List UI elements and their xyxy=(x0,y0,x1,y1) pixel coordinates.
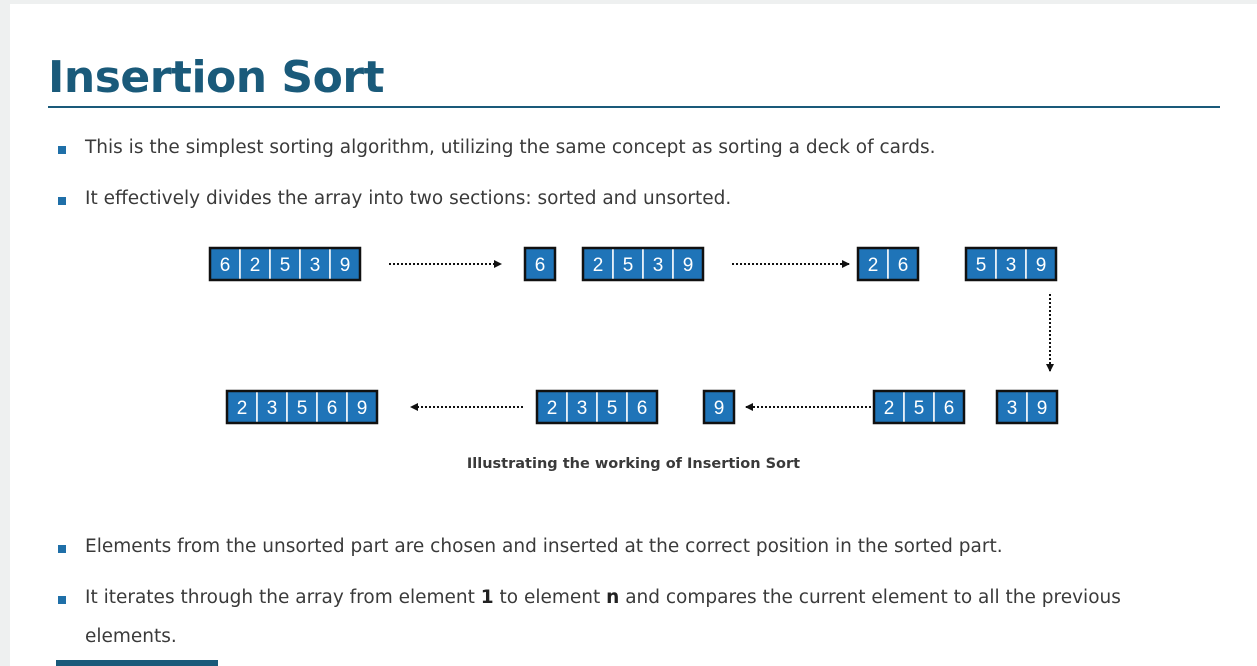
array-cell-value: 9 xyxy=(1036,255,1047,276)
array-cell-value: 9 xyxy=(714,398,725,419)
array-cell-value: 3 xyxy=(1007,398,1018,419)
array-cell-value: 9 xyxy=(1037,398,1048,419)
array-cell-value: 3 xyxy=(267,398,278,419)
array-border xyxy=(995,389,1059,425)
array-cell-value: 6 xyxy=(327,398,338,419)
array-cell xyxy=(566,390,598,424)
array-border xyxy=(581,246,705,282)
bullet-marker xyxy=(58,545,66,553)
array-cell-value: 5 xyxy=(914,398,925,419)
footer-accent-bar xyxy=(56,660,218,666)
array-cell xyxy=(672,247,704,281)
bullet-4-bold-1: 1 xyxy=(480,587,494,608)
slide: Insertion Sort This is the simplest sort… xyxy=(10,4,1257,666)
bullet-4-part-2: to element xyxy=(493,587,607,608)
array-border xyxy=(702,389,736,425)
array-row1-2: 6 xyxy=(523,246,557,282)
bullet-4-part-3: and compares the current element to all … xyxy=(619,587,1121,608)
array-cell xyxy=(582,247,614,281)
array-cell-value: 2 xyxy=(884,398,895,419)
bullet-marker xyxy=(58,146,66,154)
array-cell-value: 6 xyxy=(637,398,648,419)
array-cell-value: 6 xyxy=(220,255,231,276)
array-cell-value: 3 xyxy=(310,255,321,276)
array-cell-value: 9 xyxy=(340,255,351,276)
diagram-caption: Illustrating the working of Insertion So… xyxy=(466,456,801,472)
array-border xyxy=(225,389,379,425)
array-border xyxy=(523,246,557,282)
array-row2-3: 9 xyxy=(702,389,736,425)
array-cell-value: 2 xyxy=(593,255,604,276)
bullet-text-4-line-2: elements. xyxy=(85,626,177,647)
array-border xyxy=(535,389,659,425)
title-underline xyxy=(48,106,1220,108)
array-cell-value: 6 xyxy=(898,255,909,276)
array-cell-value: 5 xyxy=(623,255,634,276)
array-cell xyxy=(239,247,271,281)
bullet-text-3: Elements from the unsorted part are chos… xyxy=(85,536,1003,557)
bullet-text-4: It iterates through the array from eleme… xyxy=(85,587,1121,608)
array-border xyxy=(964,246,1058,282)
array-cell-value: 3 xyxy=(1006,255,1017,276)
array-cell-value: 3 xyxy=(577,398,588,419)
array-cell-value: 5 xyxy=(297,398,308,419)
bullet-marker xyxy=(58,596,66,604)
array-cell-value: 9 xyxy=(683,255,694,276)
bullet-4-part-1: It iterates through the array from eleme… xyxy=(85,587,481,608)
bullet-4-bold-n: n xyxy=(606,587,620,608)
array-cell-value: 3 xyxy=(653,255,664,276)
array-cell-value: 2 xyxy=(250,255,261,276)
array-cell-value: 2 xyxy=(237,398,248,419)
array-cell-value: 5 xyxy=(976,255,987,276)
array-cell-value: 2 xyxy=(547,398,558,419)
insertion-sort-diagram: 6 2 5 3 9 6 2 5 3 9 2 6 5 3 92 3 5 6 9 2 3 5 6 9 2 5 6 3 9 xyxy=(208,246,1059,425)
array-border xyxy=(872,389,966,425)
array-cell xyxy=(642,247,674,281)
array-cell xyxy=(703,390,735,424)
array-cell-value: 5 xyxy=(280,255,291,276)
bullet-text-1: This is the simplest sorting algorithm, … xyxy=(85,137,936,158)
array-border xyxy=(208,246,362,282)
array-cell-value: 6 xyxy=(944,398,955,419)
bullet-text-2: It effectively divides the array into tw… xyxy=(85,188,732,209)
array-cell-value: 6 xyxy=(535,255,546,276)
array-cell-value: 2 xyxy=(868,255,879,276)
array-cell xyxy=(536,390,568,424)
slide-title: Insertion Sort xyxy=(48,52,385,103)
array-cell-value: 5 xyxy=(607,398,618,419)
bullet-marker xyxy=(58,197,66,205)
array-border xyxy=(856,246,920,282)
array-cell-value: 9 xyxy=(357,398,368,419)
